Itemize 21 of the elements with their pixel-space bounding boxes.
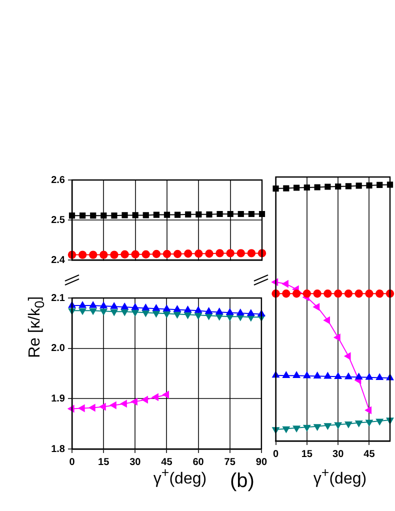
x-tick-label: 75	[224, 456, 236, 468]
x-tick-label: 0	[69, 456, 76, 468]
x-tick-label: 30	[130, 456, 142, 468]
y-tick-label: 2.1	[51, 292, 66, 304]
x-axis-title: γ$^{+}$(deg)	[313, 465, 367, 488]
x-tick-label: 45	[161, 456, 173, 468]
x-axis-title: γ$^{+}$(deg)	[153, 465, 207, 488]
y-tick-label: 2.5	[51, 214, 66, 226]
y-tick-label: 1.9	[51, 393, 66, 404]
x-tick-label: 0	[273, 448, 279, 460]
y-tick-label: 2.0	[51, 343, 66, 354]
text: (b)	[230, 470, 254, 493]
y-tick-label: 2.4	[51, 254, 66, 266]
y-tick-label: 1.8	[51, 444, 66, 455]
y-tick-label: 2.6	[51, 174, 66, 186]
x-tick-label: 90	[256, 456, 268, 468]
x-tick-label: 15	[98, 456, 110, 468]
x-tick-label: 15	[301, 448, 313, 460]
x-tick-label: 45	[364, 448, 376, 460]
x-tick-label: 30	[332, 448, 344, 460]
x-tick-label: 60	[192, 456, 204, 468]
